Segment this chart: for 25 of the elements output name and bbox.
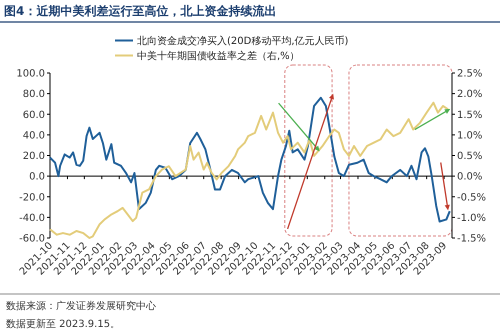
y2-tick-label: 0.0% xyxy=(457,172,482,183)
y2-tick-label: 2.5% xyxy=(457,68,482,80)
y-tick-label: 60.0 xyxy=(22,110,45,121)
y2-tick-label: 2.0% xyxy=(457,89,482,100)
legend-label: 中美十年期国债收益率之差（右,%） xyxy=(137,50,300,62)
y2-tick-label: -1.5% xyxy=(457,234,486,244)
y-tick-label: 100.0 xyxy=(16,68,45,80)
legend-item: 北向资金成交净买入(20D移动平均,亿元人民币) xyxy=(115,36,348,47)
legend-label: 北向资金成交净买入(20D移动平均,亿元人民币) xyxy=(137,35,349,47)
y2-tick-label: -1.0% xyxy=(457,212,486,224)
y2-tick-label: 0.5% xyxy=(457,151,482,162)
source-note: 数据来源：广发证券发展研究中心 xyxy=(6,300,156,312)
y2-tick-label: 1.5% xyxy=(457,110,482,121)
y-tick-label: 80.0 xyxy=(22,89,45,100)
y2-tick-label: -0.5% xyxy=(457,192,486,204)
y-tick-label: -60.0 xyxy=(19,234,45,244)
text: 数据更新至 2023.9.15。 xyxy=(6,318,120,330)
y-tick-label: -40.0 xyxy=(19,212,45,224)
chart-title: 图4：近期中美利差运行至高位，北上资金持续流出 xyxy=(4,4,276,18)
y-tick-label: -20.0 xyxy=(19,192,45,204)
y2-tick-label: 1.0% xyxy=(457,130,482,142)
y-tick-label: 20.0 xyxy=(22,151,45,162)
y-tick-label: 0.0 xyxy=(29,172,45,183)
legend-item: 中美十年期国债收益率之差（右,%） xyxy=(115,51,300,62)
y-tick-label: 40.0 xyxy=(22,130,45,142)
